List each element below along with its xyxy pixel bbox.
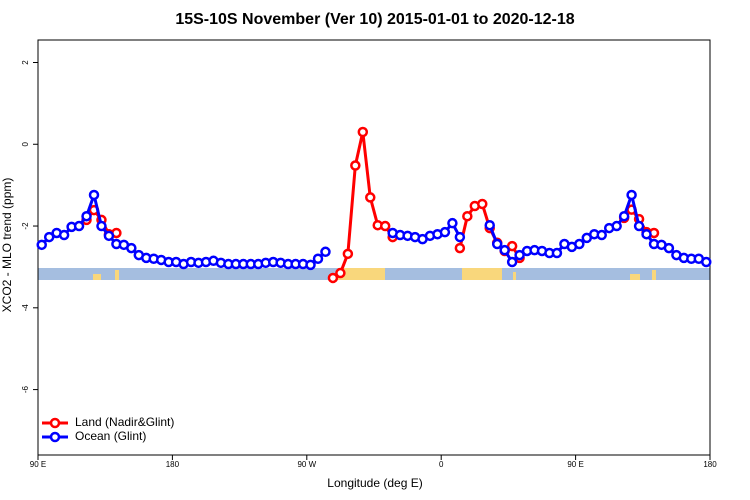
data-point <box>596 229 607 241</box>
data-point <box>335 267 346 279</box>
data-point <box>320 246 331 258</box>
data-point <box>454 231 466 243</box>
x-tick-label: 90 W <box>297 460 316 469</box>
data-point <box>506 240 518 252</box>
x-tick-label: 0 <box>439 460 444 469</box>
legend-label: Land (Nadir&Glint) <box>75 415 174 429</box>
data-point <box>342 248 354 260</box>
land-mask-strip <box>38 268 710 280</box>
x-axis-label: Longitude (deg E) <box>327 476 422 490</box>
data-point <box>574 238 585 250</box>
data-point <box>626 189 637 201</box>
chart-title: 15S-10S November (Ver 10) 2015-01-01 to … <box>175 11 574 28</box>
data-point <box>641 228 652 240</box>
data-point <box>327 272 339 284</box>
data-point <box>514 249 525 261</box>
data-point <box>365 192 376 203</box>
y-tick-label: -2 <box>21 222 30 230</box>
data-point <box>477 198 488 210</box>
data-point <box>484 219 495 231</box>
plot-frame <box>37 39 711 456</box>
x-tick-label: 180 <box>703 460 717 469</box>
y-tick-label: 0 <box>21 141 30 146</box>
x-tick-label: 90 E <box>567 460 583 469</box>
data-point <box>499 244 510 256</box>
data-point <box>88 189 100 201</box>
legend-label: Ocean (Glint) <box>75 429 146 443</box>
data-point <box>350 160 361 171</box>
y-tick-label: 2 <box>21 60 30 65</box>
data-point <box>73 220 85 232</box>
data-point <box>36 239 47 251</box>
data-point <box>81 210 92 222</box>
data-point <box>551 247 563 259</box>
data-point <box>58 229 70 241</box>
data-point <box>357 126 369 138</box>
x-tick-label: 90 E <box>30 460 46 469</box>
data-point <box>663 242 675 254</box>
legend-marker <box>49 431 61 443</box>
data-point <box>447 217 458 229</box>
data-point <box>633 220 645 232</box>
y-axis-label: XCO2 - MLO trend (ppm) <box>0 178 14 313</box>
data-point <box>305 259 316 271</box>
data-point <box>103 230 115 242</box>
data-point <box>43 231 55 243</box>
data-point <box>379 220 391 232</box>
data-point <box>701 256 712 268</box>
data-point <box>611 220 622 232</box>
data-point <box>96 220 107 232</box>
y-tick-label: -4 <box>21 304 30 312</box>
data-point <box>462 210 473 222</box>
legend-marker <box>49 417 61 429</box>
data-point <box>491 238 503 250</box>
data-point <box>506 256 518 268</box>
data-point <box>312 253 324 264</box>
data-point <box>454 242 466 254</box>
x-tick-label: 180 <box>166 460 180 469</box>
y-tick-label: -6 <box>21 385 30 393</box>
data-point <box>618 210 630 222</box>
series-line <box>85 130 655 280</box>
data-point <box>126 242 137 254</box>
data-point <box>439 226 451 238</box>
